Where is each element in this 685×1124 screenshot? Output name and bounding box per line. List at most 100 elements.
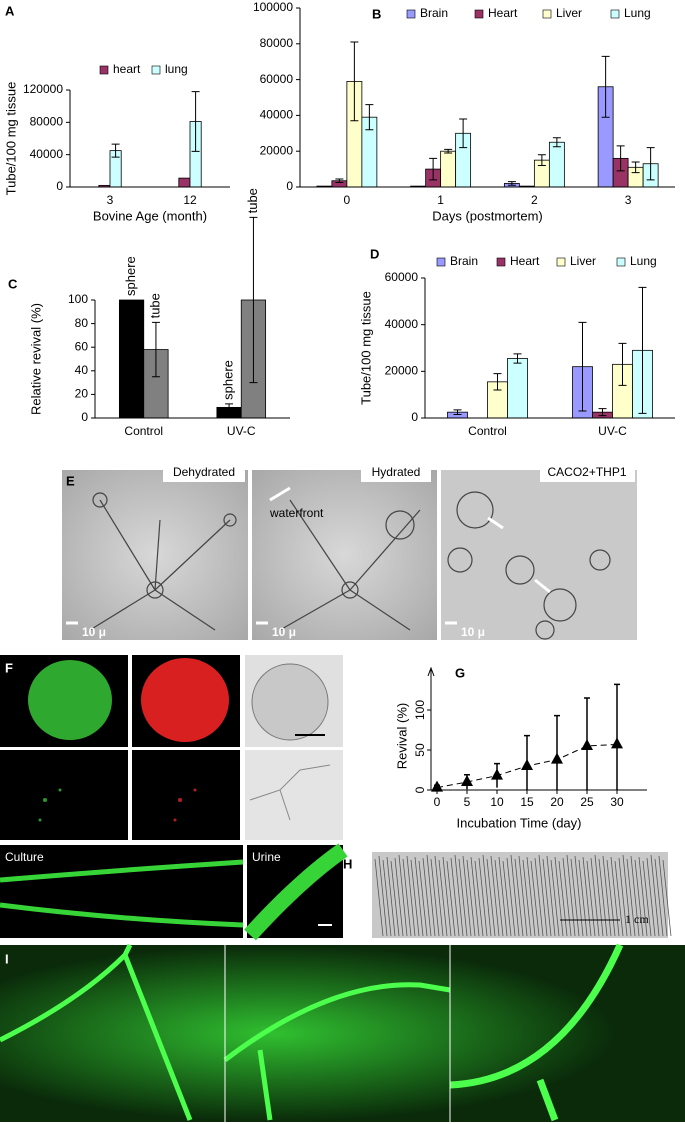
tube xyxy=(223,982,451,1121)
stripe xyxy=(470,856,480,937)
stripe xyxy=(654,858,664,937)
legend-swatch xyxy=(496,257,506,267)
legend-swatch xyxy=(99,65,109,75)
stripe xyxy=(478,857,488,937)
error-bar xyxy=(459,118,468,149)
stripe xyxy=(514,858,524,937)
y-tick-label: 0 xyxy=(413,786,427,793)
y-tick-label: 40000 xyxy=(385,317,419,331)
x-axis-label: Bovine Age (month) xyxy=(93,208,207,223)
series-label: tube xyxy=(147,293,162,318)
x-tick-label: Control xyxy=(124,424,163,438)
error-bar xyxy=(249,216,258,384)
bar xyxy=(118,299,145,419)
stripe xyxy=(510,854,520,937)
image xyxy=(245,750,343,840)
error-bar xyxy=(537,154,546,167)
legend-label: heart xyxy=(113,62,141,76)
y-axis-label: Relative revival (%) xyxy=(28,303,43,415)
marker xyxy=(521,759,533,770)
stripe xyxy=(442,856,452,937)
error-bar xyxy=(631,161,640,174)
stripe xyxy=(598,858,608,937)
stripe xyxy=(618,857,628,937)
x-tick-label: 0 xyxy=(344,193,351,207)
bar xyxy=(178,177,191,188)
error-bar xyxy=(429,157,438,181)
stripe xyxy=(402,858,412,937)
y-tick-label: 0 xyxy=(411,410,418,424)
image xyxy=(0,945,685,1122)
error-bar xyxy=(638,286,647,414)
legend-label: Lung xyxy=(630,254,657,268)
y-tick-label: 80000 xyxy=(30,115,64,129)
stripe xyxy=(622,854,632,937)
series-label: sphere xyxy=(123,256,138,296)
panel-i: I xyxy=(0,943,685,1122)
y-tick-label: 50 xyxy=(413,743,427,757)
stripe xyxy=(638,856,648,937)
panel-label: A xyxy=(5,3,15,18)
panel-h: 1 cm H xyxy=(343,852,672,938)
y-tick-label: 100 xyxy=(413,700,427,720)
image xyxy=(441,470,637,640)
legend-swatch xyxy=(474,9,484,19)
stripe xyxy=(474,860,484,937)
error-bar xyxy=(350,41,359,122)
stripe xyxy=(422,857,432,937)
cell xyxy=(141,658,229,742)
tube xyxy=(244,843,348,941)
stripe xyxy=(526,856,536,937)
stripe xyxy=(582,856,592,937)
legend-label: Heart xyxy=(488,6,518,20)
legend-swatch xyxy=(556,257,566,267)
x-tick-label: 10 xyxy=(490,795,504,809)
stripes xyxy=(374,854,672,937)
label-box xyxy=(163,462,245,482)
error-bar xyxy=(614,683,620,790)
stripe xyxy=(386,856,396,937)
legend-label: Liver xyxy=(556,6,582,20)
legend-label: Liver xyxy=(570,254,596,268)
error-bar xyxy=(493,373,502,391)
stripe xyxy=(438,859,448,937)
dots xyxy=(173,788,197,822)
stripe xyxy=(414,856,424,937)
bar xyxy=(548,141,565,188)
series-label: tube xyxy=(245,188,260,213)
x-tick-label: Control xyxy=(468,424,507,438)
image xyxy=(0,750,128,840)
stripe xyxy=(498,856,508,937)
error-bar xyxy=(225,403,234,412)
error-bar xyxy=(646,147,655,181)
dots xyxy=(38,788,62,822)
stripe xyxy=(466,859,476,937)
y-tick-label: 80000 xyxy=(260,36,294,50)
legend-swatch xyxy=(542,9,552,19)
x-axis-label: Days (postmortem) xyxy=(432,208,543,223)
y-axis-label: Tube/100 mg tissue xyxy=(358,291,373,405)
error-bar xyxy=(453,409,462,415)
y-tick-label: 40000 xyxy=(260,108,294,122)
y-tick-label: 0 xyxy=(56,179,63,193)
panel-label: G xyxy=(455,665,465,680)
stripe xyxy=(434,855,444,937)
stripe xyxy=(550,859,560,937)
x-tick-label: 3 xyxy=(625,193,632,207)
legend-label: Brain xyxy=(450,254,478,268)
error-bar xyxy=(151,321,160,378)
legend-swatch xyxy=(406,9,416,19)
y-tick-label: 20000 xyxy=(260,143,294,157)
bar xyxy=(507,358,528,419)
legend-swatch xyxy=(151,65,161,75)
y-tick-label: 60 xyxy=(75,339,89,353)
panel-label: E xyxy=(66,473,75,488)
stripe xyxy=(650,854,660,937)
panel-label: C xyxy=(8,276,18,291)
image-title: Dehydrated xyxy=(173,465,235,479)
stripe xyxy=(610,856,620,937)
tube xyxy=(0,859,244,928)
x-tick-label: 3 xyxy=(107,193,114,207)
panel-label: I xyxy=(5,951,9,966)
